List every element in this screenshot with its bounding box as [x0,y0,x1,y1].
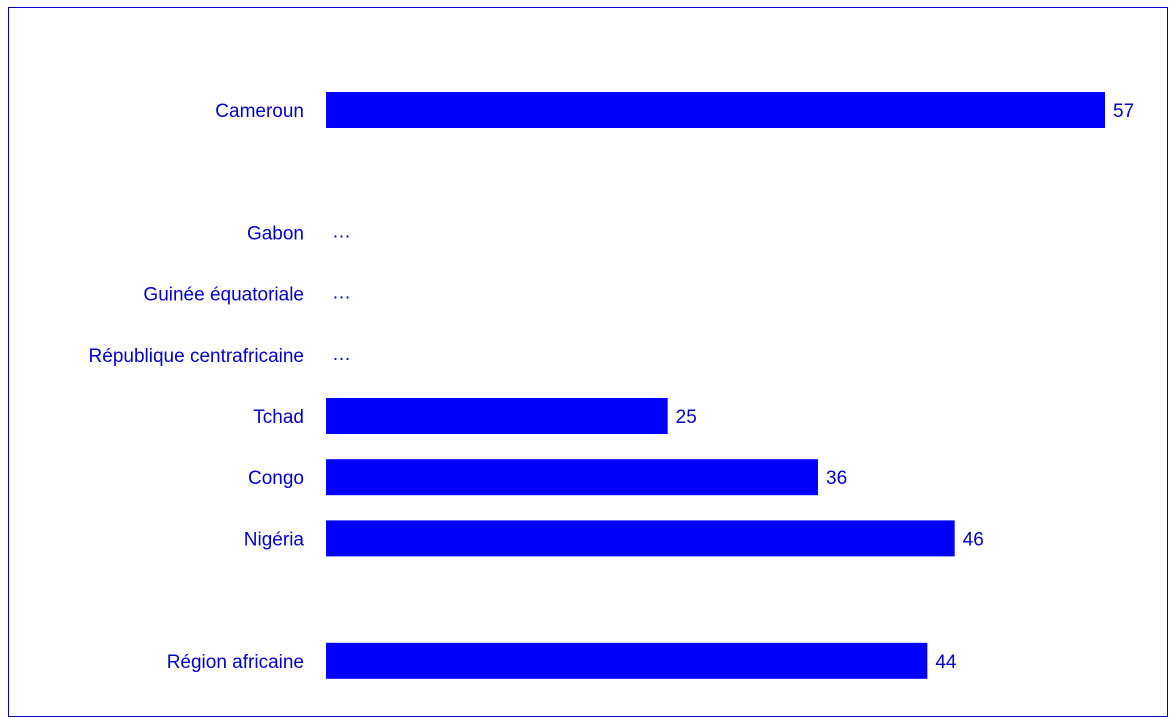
category-label: Congo [248,468,304,489]
category-label: Nigéria [244,529,305,550]
category-label: Guinée équatoriale [143,285,304,306]
category-label: Gabon [247,223,304,244]
category-label: Cameroun [215,101,304,122]
value-label: 57 [1113,101,1134,122]
category-label: Tchad [253,407,304,428]
bar [326,459,818,496]
missing-value-marker: … [332,344,351,365]
bar [326,398,668,434]
missing-value-marker: … [332,283,351,304]
value-label: 46 [963,529,984,550]
category-label: Région africaine [167,652,304,673]
value-label: 25 [676,407,697,428]
bar [326,92,1105,128]
value-label: 36 [826,468,847,489]
value-label: 44 [935,652,957,673]
category-label: République centrafricaine [89,346,304,367]
missing-value-marker: … [332,221,351,242]
bar [326,642,928,679]
bar [326,520,955,557]
